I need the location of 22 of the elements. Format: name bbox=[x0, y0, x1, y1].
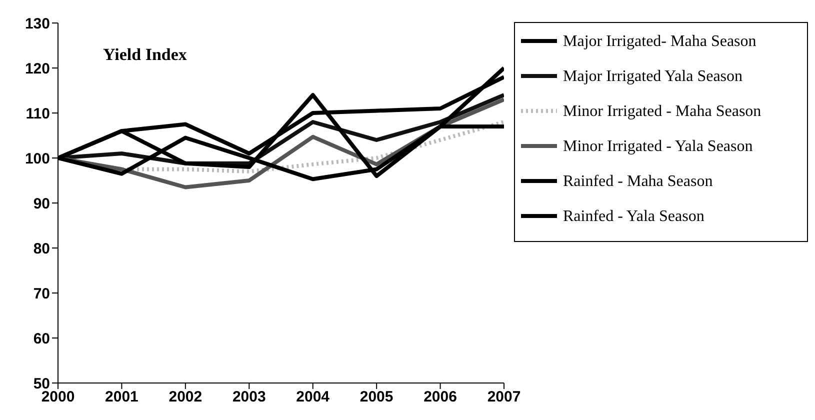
x-tick-label: 2001 bbox=[105, 388, 138, 406]
y-tick-label: 100 bbox=[24, 150, 50, 168]
x-tick-label: 2006 bbox=[424, 388, 457, 406]
legend-label: Minor Irrigated - Maha Season bbox=[563, 102, 762, 122]
y-tick-label: 70 bbox=[33, 285, 50, 302]
text: Yield Index bbox=[103, 45, 188, 64]
legend-label: Rainfed - Yala Season bbox=[563, 207, 706, 227]
y-tick-label: 130 bbox=[24, 15, 50, 32]
y-tick-label: 90 bbox=[33, 195, 50, 212]
x-tick-label: 2007 bbox=[487, 388, 521, 406]
y-tick-label: 60 bbox=[33, 330, 50, 348]
legend-label: Minor Irrigated - Yala Season bbox=[563, 137, 754, 157]
legend-label: Major Irrigated- Maha Season bbox=[563, 32, 758, 52]
x-tick-label: 2004 bbox=[296, 388, 330, 406]
legend-label: Rainfed - Maha Season bbox=[563, 172, 714, 192]
y-tick-label: 80 bbox=[33, 240, 50, 258]
y-tick-label: 110 bbox=[26, 105, 50, 122]
legend-label: Major Irrigated Yala Season bbox=[563, 67, 744, 87]
x-tick-label: 2005 bbox=[360, 388, 394, 406]
x-tick-label: 2002 bbox=[168, 388, 202, 406]
x-tick-label: 2003 bbox=[232, 388, 266, 406]
y-tick-label: 120 bbox=[24, 60, 50, 78]
